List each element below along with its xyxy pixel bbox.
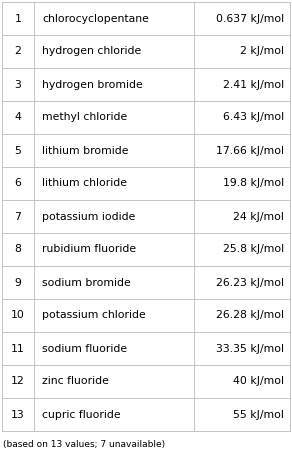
Text: cupric fluoride: cupric fluoride [42,410,121,420]
Text: 6.43 kJ/mol: 6.43 kJ/mol [223,112,284,122]
Text: hydrogen chloride: hydrogen chloride [42,46,141,56]
Text: 1: 1 [15,14,21,24]
Text: hydrogen bromide: hydrogen bromide [42,80,143,90]
Text: methyl chloride: methyl chloride [42,112,127,122]
Text: 7: 7 [15,212,21,222]
Text: 2 kJ/mol: 2 kJ/mol [240,46,284,56]
Text: 19.8 kJ/mol: 19.8 kJ/mol [223,178,284,188]
Text: 2.41 kJ/mol: 2.41 kJ/mol [223,80,284,90]
Text: sodium fluoride: sodium fluoride [42,344,127,354]
Text: sodium bromide: sodium bromide [42,278,131,288]
Text: (based on 13 values; 7 unavailable): (based on 13 values; 7 unavailable) [3,440,165,449]
Text: 17.66 kJ/mol: 17.66 kJ/mol [216,146,284,156]
Text: 4: 4 [15,112,21,122]
Text: 26.23 kJ/mol: 26.23 kJ/mol [216,278,284,288]
Text: potassium iodide: potassium iodide [42,212,135,222]
Text: rubidium fluoride: rubidium fluoride [42,244,136,254]
Text: potassium chloride: potassium chloride [42,310,146,320]
Text: lithium chloride: lithium chloride [42,178,127,188]
Text: 25.8 kJ/mol: 25.8 kJ/mol [223,244,284,254]
Text: 33.35 kJ/mol: 33.35 kJ/mol [216,344,284,354]
Text: 8: 8 [15,244,21,254]
Text: chlorocyclopentane: chlorocyclopentane [42,14,149,24]
Text: 5: 5 [15,146,21,156]
Text: 10: 10 [11,310,25,320]
Text: 12: 12 [11,376,25,386]
Text: 2: 2 [15,46,21,56]
Text: lithium bromide: lithium bromide [42,146,128,156]
Text: 9: 9 [15,278,21,288]
Text: 11: 11 [11,344,25,354]
Text: 3: 3 [15,80,21,90]
Text: 24 kJ/mol: 24 kJ/mol [233,212,284,222]
Text: 26.28 kJ/mol: 26.28 kJ/mol [216,310,284,320]
Text: 40 kJ/mol: 40 kJ/mol [233,376,284,386]
Text: 55 kJ/mol: 55 kJ/mol [233,410,284,420]
Text: zinc fluoride: zinc fluoride [42,376,109,386]
Text: 0.637 kJ/mol: 0.637 kJ/mol [216,14,284,24]
Text: 13: 13 [11,410,25,420]
Text: 6: 6 [15,178,21,188]
